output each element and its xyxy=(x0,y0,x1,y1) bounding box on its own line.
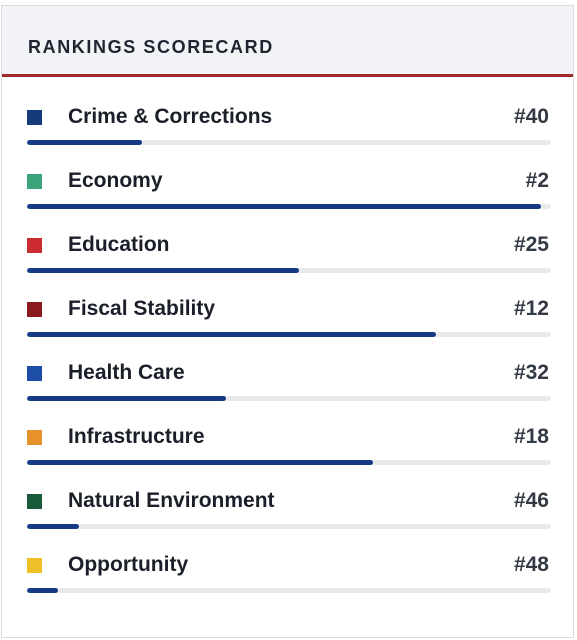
category-rank: #46 xyxy=(513,489,549,512)
ranking-row-crime-corrections: Crime & Corrections #40 xyxy=(2,77,573,145)
category-color-swatch xyxy=(27,366,42,381)
rank-progress-fill xyxy=(27,524,80,529)
category-rank: #12 xyxy=(513,297,549,320)
category-rank: #25 xyxy=(513,233,549,256)
category-rank: #2 xyxy=(525,169,549,192)
ranking-row-opportunity: Opportunity #48 xyxy=(2,525,573,593)
rank-progress-fill xyxy=(27,204,541,209)
rank-progress-track xyxy=(27,588,551,593)
rank-progress-track xyxy=(27,332,551,337)
category-color-swatch xyxy=(27,110,42,125)
category-label: Education xyxy=(68,233,170,256)
category-color-swatch xyxy=(27,302,42,317)
rank-progress-track xyxy=(27,140,551,145)
rank-progress-track xyxy=(27,268,551,273)
rank-progress-fill xyxy=(27,396,227,401)
category-rank: #48 xyxy=(513,553,549,576)
rank-progress-track xyxy=(27,524,551,529)
category-label: Health Care xyxy=(68,361,185,384)
category-color-swatch xyxy=(27,558,42,573)
rank-progress-track xyxy=(27,204,551,209)
category-label: Infrastructure xyxy=(68,425,205,448)
category-label: Crime & Corrections xyxy=(68,105,273,128)
category-color-swatch xyxy=(27,238,42,253)
ranking-row-health-care: Health Care #32 xyxy=(2,333,573,401)
ranking-row-infrastructure: Infrastructure #18 xyxy=(2,397,573,465)
rank-progress-fill xyxy=(27,268,300,273)
rank-progress-fill xyxy=(27,140,143,145)
rank-progress-fill xyxy=(27,588,59,593)
category-rank: #32 xyxy=(513,361,549,384)
rank-progress-fill xyxy=(27,332,436,337)
category-rank: #40 xyxy=(513,105,549,128)
rank-progress-track xyxy=(27,460,551,465)
category-rank: #18 xyxy=(513,425,549,448)
category-label: Opportunity xyxy=(68,553,189,576)
rankings-list: Crime & Corrections #40 Economy #2 Educa… xyxy=(2,77,573,593)
category-color-swatch xyxy=(27,494,42,509)
scorecard-header: RANKINGS SCORECARD xyxy=(2,6,573,77)
ranking-row-fiscal-stability: Fiscal Stability #12 xyxy=(2,269,573,337)
rankings-scorecard-card: RANKINGS SCORECARD Crime & Corrections #… xyxy=(1,5,574,638)
category-color-swatch xyxy=(27,430,42,445)
ranking-row-economy: Economy #2 xyxy=(2,141,573,209)
category-label: Economy xyxy=(68,169,163,192)
ranking-row-education: Education #25 xyxy=(2,205,573,273)
ranking-row-natural-environment: Natural Environment #46 xyxy=(2,461,573,529)
rank-progress-track xyxy=(27,396,551,401)
scorecard-title: RANKINGS SCORECARD xyxy=(28,37,274,57)
category-label: Natural Environment xyxy=(68,489,275,512)
category-color-swatch xyxy=(27,174,42,189)
category-label: Fiscal Stability xyxy=(68,297,216,320)
rank-progress-fill xyxy=(27,460,373,465)
